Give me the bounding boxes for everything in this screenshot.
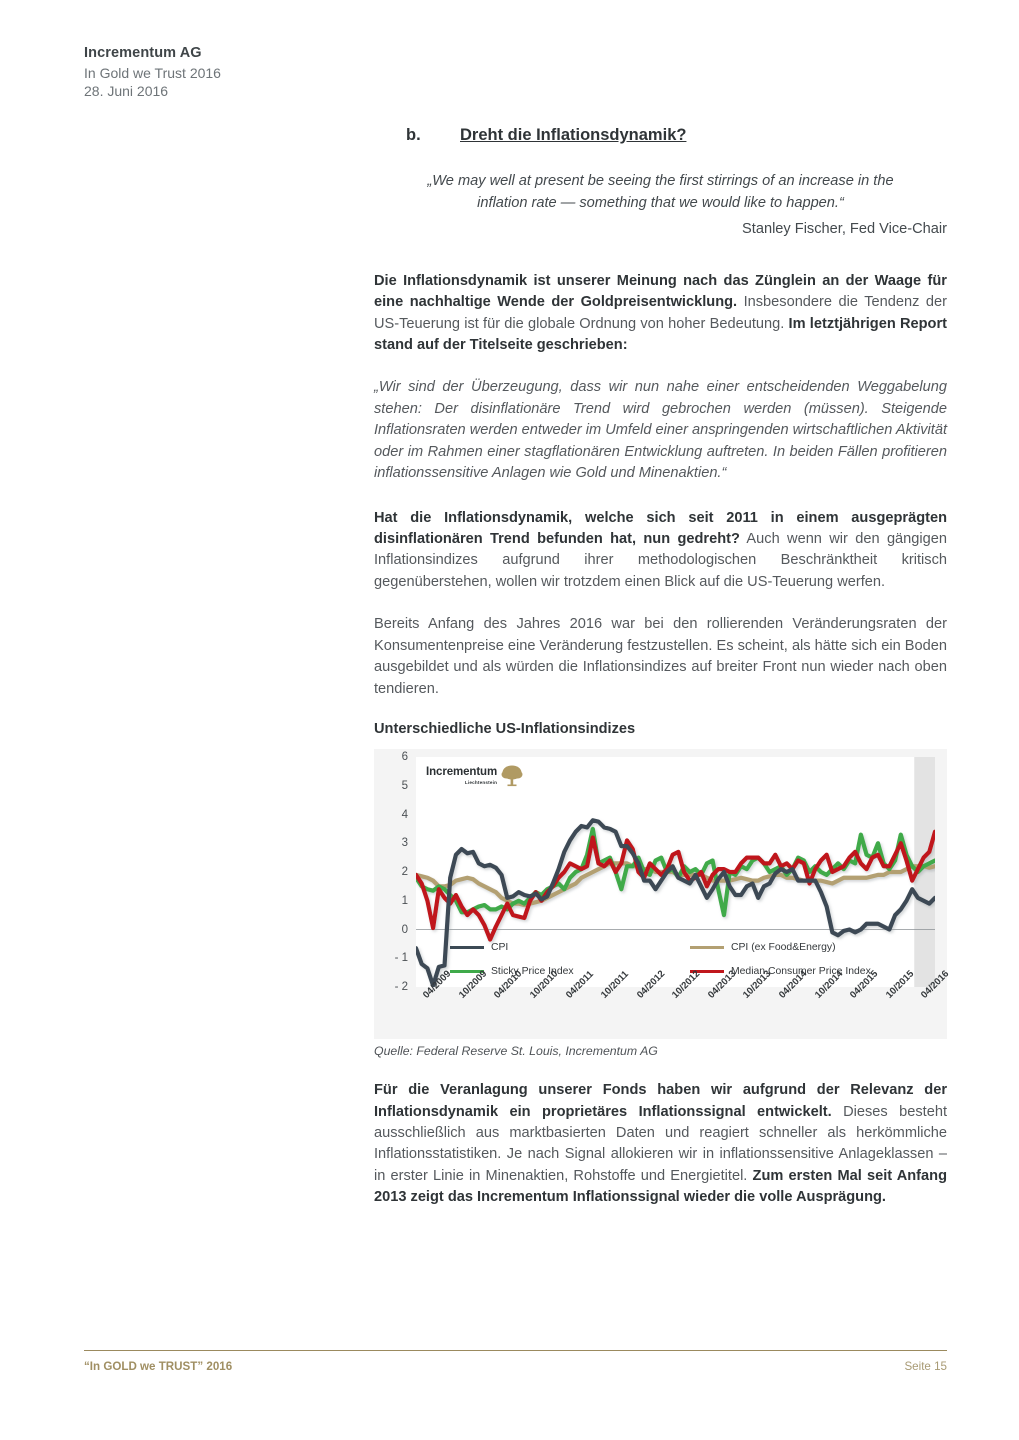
y-tick-label: 1 (401, 894, 408, 907)
legend-swatch-sticky (450, 970, 484, 973)
header-report-name: In Gold we Trust 2016 (84, 64, 221, 81)
legend-item-cpi: CPI (450, 942, 680, 953)
legend-swatch-cpi-ex (690, 946, 724, 949)
pull-quote-attribution: Stanley Fischer, Fed Vice-Chair (742, 220, 947, 237)
y-tick-label: 2 (401, 866, 408, 879)
y-tick-label: 5 (401, 779, 408, 792)
section-marker: b. (406, 126, 421, 144)
y-tick-label: - 2 (394, 981, 408, 994)
legend-item-cpi-ex: CPI (ex Food&Energy) (690, 942, 920, 953)
figure-title: Unterschiedliche US-Inflationsindizes (374, 721, 636, 738)
figure-source: Quelle: Federal Reserve St. Louis, Incre… (374, 1044, 658, 1059)
legend-swatch-cpi (450, 946, 484, 949)
p2-bold-lead: Hat die Inflationsdynamik, welche sich s… (374, 509, 947, 548)
plot-svg (416, 757, 935, 988)
legend-swatch-median (690, 970, 724, 973)
legend-item-sticky: Sticky Price Index (450, 966, 680, 977)
p2-normal: Auch wenn wir den gängigen Inflationsind… (374, 531, 947, 590)
header-date: 28. Juni 2016 (84, 83, 169, 100)
legend-item-median: Median Consumer Price Index (690, 966, 920, 977)
chart-legend: CPI CPI (ex Food&Energy) Sticky Price In… (450, 942, 920, 977)
legend-label-cpi: CPI (491, 942, 509, 954)
paragraph-2: Hat die Inflationsdynamik, welche sich s… (374, 508, 947, 594)
p1-bold-tail: Im letztjährigen Report stand auf der Ti… (374, 315, 947, 353)
paragraph-4: Für die Veranlagung unserer Fonds haben … (374, 1080, 947, 1209)
block-quote: „Wir sind der Überzeugung, dass wir nun … (374, 379, 947, 482)
y-tick-label: 4 (401, 808, 408, 821)
content-column: b. Dreht die Inflationsdynamik? „We may … (374, 126, 952, 1230)
paragraph-1: Die Inflationsdynamik ist unserer Meinun… (374, 271, 947, 357)
y-tick-label: 6 (401, 751, 408, 764)
y-tick-label: 0 (401, 923, 408, 936)
incrementum-logo: Incrementum Liechtenstein (426, 763, 525, 789)
inflation-indices-chart: 6 5 4 3 2 1 0 - 1 - 2 Incrementum (374, 749, 952, 1040)
p4-normal: Dieses besteht ausschließlich aus marktb… (374, 1103, 948, 1184)
header-company-name: Incrementum AG (84, 45, 202, 61)
legend-label-sticky: Sticky Price Index (491, 966, 574, 978)
y-axis-ticks: 6 5 4 3 2 1 0 - 1 - 2 (374, 751, 412, 993)
document-header: Incrementum AG In Gold we Trust 2016 28.… (84, 44, 384, 101)
page-title: b. Dreht die Inflationsdynamik? (374, 126, 947, 145)
figure-block: 6 5 4 3 2 1 0 - 1 - 2 Incrementum (374, 749, 952, 1059)
p1-bold-lead: Die Inflationsdynamik ist unserer Meinun… (374, 272, 947, 311)
p4-bold-lead: Für die Veranlagung unserer Fonds haben … (374, 1082, 947, 1120)
tree-icon (501, 765, 523, 787)
pull-quote-line2: inflation rate — something that we would… (477, 194, 844, 211)
section-title-text: Dreht die Inflationsdynamik? (460, 126, 687, 144)
series-layer (416, 820, 935, 985)
p4-bold-tail: Zum ersten Mal seit Anfang 2013 zeigt da… (374, 1167, 947, 1206)
y-tick-label: - 1 (394, 952, 408, 965)
p1-normal: Insbesondere die Tendenz der US-Teuerung… (374, 294, 947, 332)
x-axis-ticks: 04/2009 10/2009 04/2010 10/2010 04/2011 10/20… (416, 969, 952, 1039)
y-tick-label: 3 (401, 837, 408, 850)
legend-label-median: Median Consumer Price Index (731, 966, 871, 978)
document-footer: “In GOLD we TRUST” 2016 Seite 15 (84, 1350, 947, 1373)
pull-quote-line1: „We may well at present be seeing the fi… (427, 173, 894, 189)
logo-subtitle: Liechtenstein (464, 779, 498, 785)
paragraph-3: Bereits Anfang des Jahres 2016 war bei d… (374, 616, 947, 697)
plot-area (416, 757, 935, 988)
legend-label-cpi-ex: CPI (ex Food&Energy) (731, 942, 836, 954)
series-line-median-consumer-price-index (416, 832, 935, 940)
pull-quote: „We may well at present be seeing the fi… (374, 171, 947, 241)
footer-left-text: “In GOLD we TRUST” 2016 (84, 1360, 233, 1373)
logo-wordmark: Incrementum (426, 766, 498, 779)
footer-page-number: Seite 15 (904, 1360, 947, 1373)
series-line-cpi (416, 820, 935, 985)
